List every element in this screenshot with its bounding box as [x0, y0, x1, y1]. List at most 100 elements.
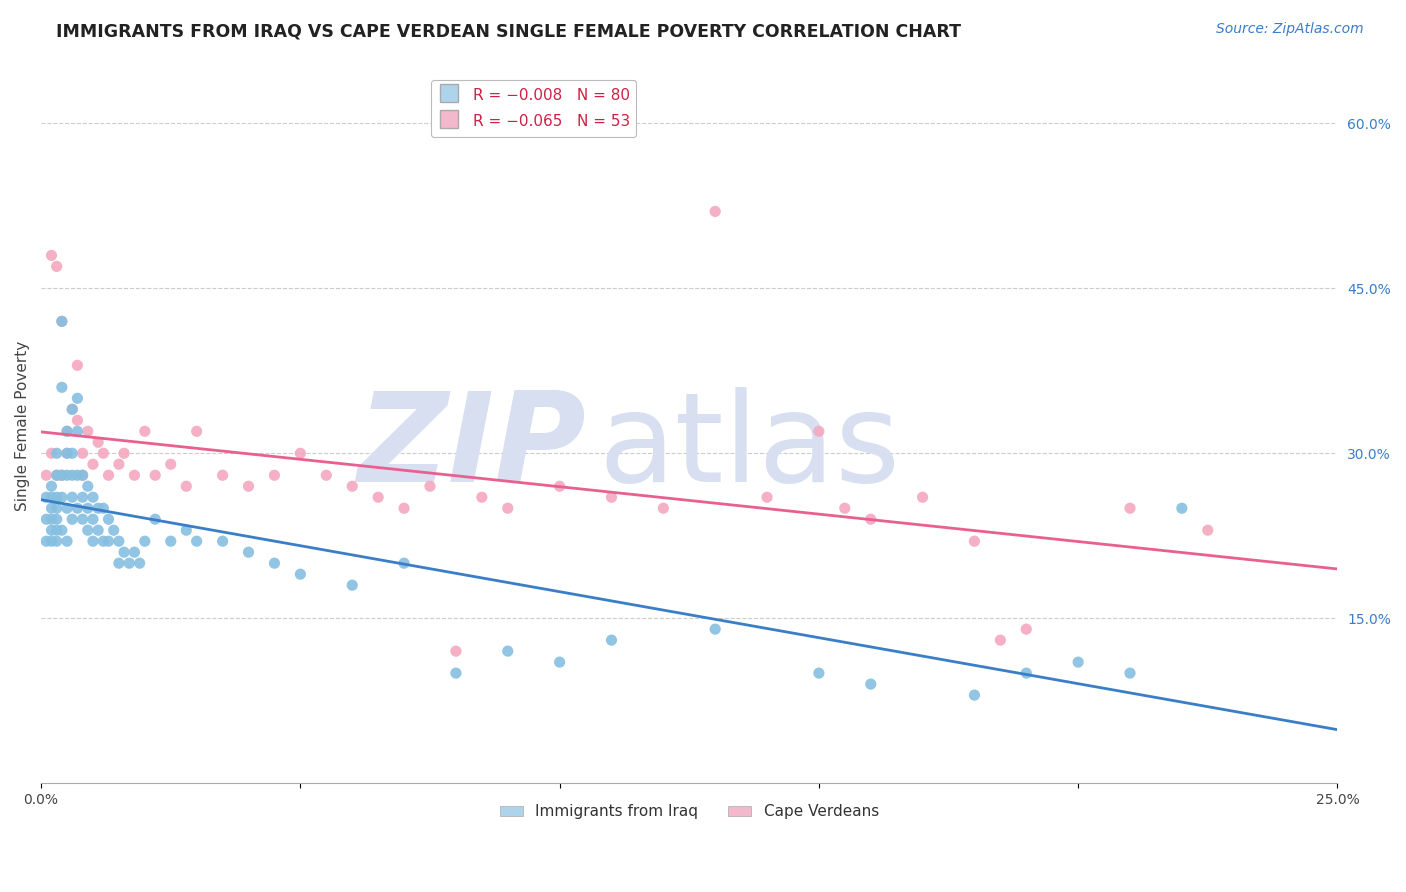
- Point: [444, 644, 467, 658]
- Point: [97, 534, 120, 549]
- Point: [290, 446, 312, 460]
- Point: [211, 468, 233, 483]
- Point: [290, 567, 312, 582]
- Point: [76, 424, 98, 438]
- Point: [51, 490, 73, 504]
- Point: [56, 446, 79, 460]
- Point: [97, 468, 120, 483]
- Point: [315, 468, 337, 483]
- Point: [91, 446, 114, 460]
- Point: [72, 490, 94, 504]
- Point: [66, 392, 89, 406]
- Legend: Immigrants from Iraq, Cape Verdeans: Immigrants from Iraq, Cape Verdeans: [494, 798, 884, 825]
- Point: [911, 490, 934, 504]
- Point: [91, 501, 114, 516]
- Point: [35, 468, 58, 483]
- Point: [60, 446, 83, 460]
- Point: [51, 468, 73, 483]
- Text: IMMIGRANTS FROM IRAQ VS CAPE VERDEAN SINGLE FEMALE POVERTY CORRELATION CHART: IMMIGRANTS FROM IRAQ VS CAPE VERDEAN SIN…: [56, 22, 962, 40]
- Point: [87, 523, 110, 537]
- Point: [600, 490, 623, 504]
- Point: [211, 534, 233, 549]
- Point: [56, 446, 79, 460]
- Point: [756, 490, 779, 504]
- Point: [124, 545, 146, 559]
- Point: [1119, 666, 1142, 681]
- Point: [392, 501, 415, 516]
- Point: [496, 644, 519, 658]
- Point: [72, 468, 94, 483]
- Point: [35, 512, 58, 526]
- Point: [91, 534, 114, 549]
- Point: [41, 523, 63, 537]
- Point: [444, 666, 467, 681]
- Point: [66, 424, 89, 438]
- Point: [108, 556, 131, 570]
- Point: [859, 512, 882, 526]
- Point: [238, 545, 260, 559]
- Point: [72, 512, 94, 526]
- Point: [834, 501, 856, 516]
- Point: [471, 490, 494, 504]
- Text: atlas: atlas: [599, 387, 901, 508]
- Point: [60, 512, 83, 526]
- Point: [128, 556, 150, 570]
- Point: [72, 446, 94, 460]
- Point: [134, 424, 156, 438]
- Point: [807, 666, 830, 681]
- Point: [807, 424, 830, 438]
- Point: [988, 633, 1011, 648]
- Point: [143, 512, 166, 526]
- Point: [41, 446, 63, 460]
- Point: [1015, 622, 1038, 636]
- Point: [112, 446, 135, 460]
- Point: [45, 534, 67, 549]
- Point: [704, 204, 727, 219]
- Point: [51, 468, 73, 483]
- Point: [159, 457, 181, 471]
- Point: [82, 534, 104, 549]
- Point: [45, 512, 67, 526]
- Point: [76, 479, 98, 493]
- Point: [186, 424, 208, 438]
- Point: [51, 314, 73, 328]
- Point: [66, 501, 89, 516]
- Point: [41, 512, 63, 526]
- Point: [41, 490, 63, 504]
- Point: [496, 501, 519, 516]
- Point: [45, 260, 67, 274]
- Y-axis label: Single Female Poverty: Single Female Poverty: [15, 341, 30, 511]
- Point: [367, 490, 389, 504]
- Point: [124, 468, 146, 483]
- Point: [859, 677, 882, 691]
- Point: [41, 479, 63, 493]
- Point: [45, 501, 67, 516]
- Point: [56, 501, 79, 516]
- Point: [263, 468, 285, 483]
- Point: [118, 556, 141, 570]
- Point: [392, 556, 415, 570]
- Point: [134, 534, 156, 549]
- Point: [41, 248, 63, 262]
- Point: [82, 490, 104, 504]
- Point: [419, 479, 441, 493]
- Point: [342, 479, 364, 493]
- Point: [35, 490, 58, 504]
- Point: [652, 501, 675, 516]
- Point: [176, 479, 198, 493]
- Point: [97, 512, 120, 526]
- Point: [56, 468, 79, 483]
- Point: [342, 578, 364, 592]
- Point: [66, 359, 89, 373]
- Point: [60, 490, 83, 504]
- Point: [56, 534, 79, 549]
- Point: [60, 468, 83, 483]
- Point: [76, 523, 98, 537]
- Point: [66, 468, 89, 483]
- Point: [41, 501, 63, 516]
- Point: [108, 534, 131, 549]
- Text: Source: ZipAtlas.com: Source: ZipAtlas.com: [1216, 22, 1364, 37]
- Point: [87, 501, 110, 516]
- Point: [1015, 666, 1038, 681]
- Point: [87, 435, 110, 450]
